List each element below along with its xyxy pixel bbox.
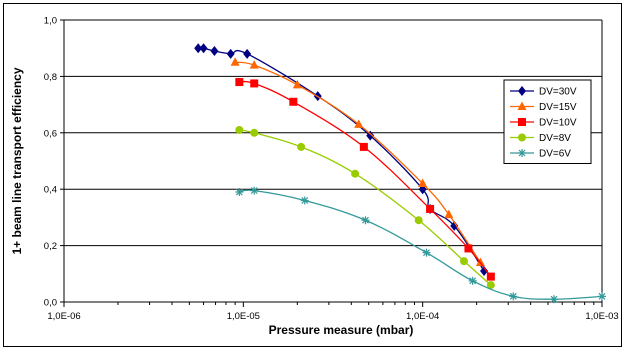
legend-item: DV=6V (510, 149, 571, 160)
data-point (468, 276, 477, 285)
legend: DV=30V DV=15V DV=10V DV=8V DV=6V (503, 79, 592, 164)
data-point (426, 204, 435, 213)
data-point (199, 43, 208, 54)
y-tick-label: 0,4 (44, 185, 57, 196)
y-tick-label: 0,2 (44, 241, 57, 252)
data-point-stroke (362, 216, 369, 224)
data-point (210, 46, 219, 57)
y-tick-label: 0,0 (44, 298, 57, 309)
x-axis-title: Pressure measure (mbar) (269, 323, 414, 337)
x-tick-label: 1,0E-05 (227, 311, 260, 322)
x-tick-label: 1,0E-03 (585, 311, 618, 322)
data-point (230, 57, 240, 66)
data-point (235, 125, 244, 134)
data-point (250, 128, 259, 137)
data-point (414, 216, 423, 225)
data-point (475, 257, 485, 267)
data-point (486, 281, 495, 290)
x-tick-label: 1,0E-04 (406, 311, 439, 322)
data-point (418, 178, 428, 188)
data-point (289, 97, 298, 106)
data-point (450, 220, 459, 231)
data-point (598, 292, 606, 301)
data-point (250, 79, 259, 88)
data-point (464, 244, 473, 253)
data-point-stroke (598, 292, 606, 300)
legend-item: DV=15V (510, 101, 577, 113)
series-dv-10v (235, 78, 495, 281)
data-point (354, 119, 364, 128)
data-point (243, 48, 252, 59)
data-point-stroke (469, 277, 477, 285)
data-point-stroke (550, 295, 558, 303)
data-point (509, 292, 518, 301)
data-point (292, 79, 302, 89)
data-point (235, 188, 244, 197)
legend-label: DV=30V (539, 87, 577, 98)
axes: 0,0 0,2 0,4 0,6 0,8 1,0 1,0E-06 1,0E-05 1,0E-04 1… (44, 16, 619, 323)
data-point (486, 272, 495, 281)
data-point-stroke (235, 188, 243, 196)
data-point (366, 130, 375, 141)
data-point-stroke (518, 149, 526, 157)
series-dv-6v (235, 186, 606, 304)
data-point (444, 209, 454, 219)
legend-item: DV=8V (510, 133, 571, 144)
data-point (518, 149, 526, 157)
data-point (361, 216, 370, 225)
data-point-stroke (250, 187, 258, 195)
data-point (300, 196, 309, 205)
data-point (518, 86, 526, 96)
data-point (194, 43, 203, 54)
data-point (250, 186, 259, 195)
data-point (235, 78, 244, 87)
data-point (518, 118, 526, 126)
data-point (351, 169, 360, 178)
data-point (550, 295, 559, 304)
series-layer (194, 43, 606, 304)
data-point-stroke (509, 292, 517, 300)
data-point-stroke (301, 197, 309, 204)
data-point (226, 48, 235, 59)
data-point (517, 101, 527, 110)
data-point (459, 257, 468, 266)
y-tick-label: 0,6 (44, 128, 57, 139)
legend-item: DV=30V (510, 86, 577, 98)
data-point (359, 142, 368, 151)
legend-label: DV=15V (539, 102, 577, 113)
data-point (422, 248, 431, 257)
data-point-stroke (423, 249, 430, 257)
data-point (480, 265, 489, 276)
data-point (297, 142, 306, 151)
legend-item: DV=10V (510, 118, 577, 129)
x-tick-label: 1,0E-06 (47, 311, 80, 322)
y-tick-label: 1,0 (44, 16, 57, 27)
data-point (249, 60, 259, 69)
y-axis-title: 1+ beam line transport efficiency (10, 67, 24, 254)
legend-label: DV=6V (539, 149, 571, 160)
series-dv-8v (235, 125, 495, 290)
legend-label: DV=10V (539, 118, 577, 129)
legend-label: DV=8V (539, 133, 571, 144)
y-tick-label: 0,8 (44, 72, 57, 83)
data-point (518, 133, 526, 142)
series-dv-15v (230, 57, 485, 267)
